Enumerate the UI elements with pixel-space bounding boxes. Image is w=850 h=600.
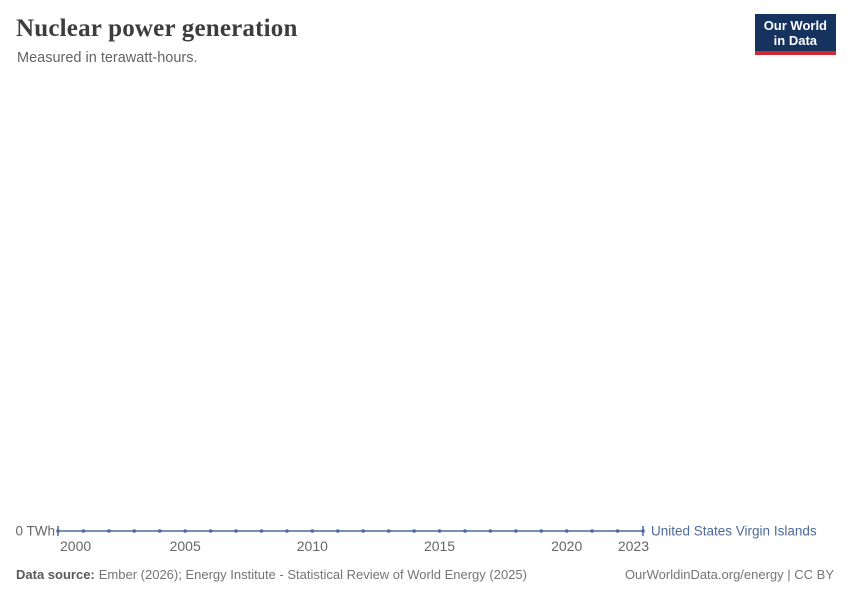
owid-logo-line1: Our World (763, 18, 827, 33)
data-point-marker[interactable] (488, 529, 493, 533)
data-point-marker[interactable] (81, 529, 86, 533)
chart-footer: Data source: Ember (2026); Energy Institu… (16, 567, 834, 583)
entity-label[interactable]: United States Virgin Islands (651, 524, 817, 539)
data-point-marker[interactable] (514, 529, 518, 533)
chart-header: Nuclear power generation Measured in ter… (16, 14, 836, 66)
data-point-marker[interactable] (386, 529, 391, 533)
data-point-marker[interactable] (539, 529, 544, 533)
x-axis-tick-label: 2005 (170, 538, 201, 554)
data-point-marker[interactable] (564, 529, 569, 533)
footer-rights-link[interactable]: OurWorldinData.org/energy | CC BY (624, 567, 834, 582)
data-point-marker[interactable] (361, 529, 366, 533)
x-axis-tick-label: 2023 (618, 538, 649, 554)
x-axis-tick-label: 2000 (60, 538, 91, 554)
data-point-marker[interactable] (310, 529, 315, 533)
data-point-marker[interactable] (107, 529, 111, 533)
data-point-marker[interactable] (56, 529, 60, 533)
data-point-marker[interactable] (259, 529, 264, 533)
data-point-marker[interactable] (335, 529, 340, 533)
data-point-marker[interactable] (615, 529, 620, 533)
owid-logo[interactable]: Our World in Data (754, 14, 836, 55)
x-axis-tick-label: 2015 (424, 538, 455, 554)
data-point-marker[interactable] (437, 529, 442, 533)
x-axis-tick-label: 2020 (551, 538, 582, 554)
data-point-marker[interactable] (208, 529, 213, 533)
data-point-marker[interactable] (157, 529, 162, 533)
data-point-marker[interactable] (412, 529, 416, 533)
data-point-marker[interactable] (132, 529, 137, 533)
data-point-marker[interactable] (183, 529, 187, 533)
data-point-marker[interactable] (234, 529, 238, 533)
chart-title: Nuclear power generation (16, 15, 298, 42)
y-axis-tick-label: 0 TWh (15, 524, 55, 539)
owid-logo-line2: in Data (773, 33, 818, 48)
data-point-marker[interactable] (590, 529, 594, 533)
chart-subtitle: Measured in terawatt-hours. (17, 50, 198, 66)
data-point-marker[interactable] (463, 529, 467, 533)
x-axis-tick-label: 2010 (297, 538, 328, 554)
data-source-note: Data source: Ember (2026); Energy Institu… (16, 567, 527, 583)
data-point-marker[interactable] (285, 529, 289, 533)
data-source-label: Data source: (16, 567, 95, 582)
data-source-text: Ember (2026); Energy Institute - Statist… (98, 567, 527, 582)
